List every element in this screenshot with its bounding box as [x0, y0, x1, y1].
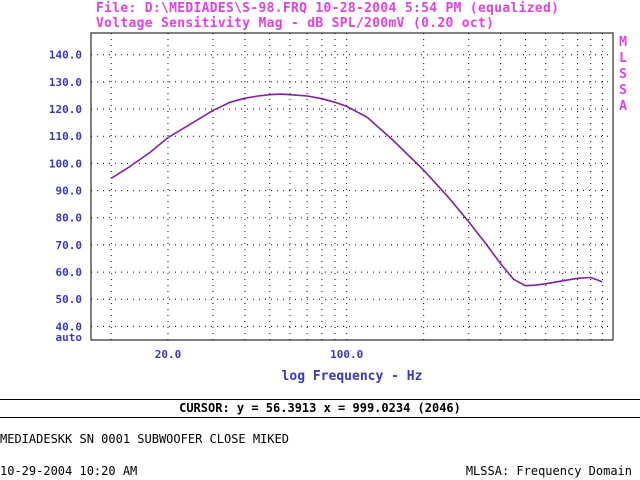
y-tick-label: 60.0 — [56, 266, 83, 279]
y-tick-label: 100.0 — [49, 157, 82, 170]
y-tick-label: 120.0 — [49, 103, 82, 116]
side-label-letter: A — [619, 99, 627, 114]
y-tick-label: 130.0 — [49, 76, 82, 89]
side-label-letter: L — [619, 51, 627, 66]
y-tick-label: 90.0 — [56, 185, 83, 198]
device-description: MEDIADESKK SN 0001 SUBWOOFER CLOSE MIKED — [0, 432, 289, 446]
grid — [91, 33, 613, 340]
side-label-letter: S — [619, 67, 627, 82]
divider-bottom — [0, 417, 640, 418]
plot-frame — [90, 32, 614, 341]
measurement-title: Voltage Sensitivity Mag - dB SPL/200mV (… — [96, 16, 495, 31]
x-tick-labels: 20.0 100.0 — [155, 348, 364, 361]
cursor-readout: CURSOR: y = 56.3913 x = 999.0234 (2046) — [179, 401, 461, 415]
y-tick-label: 70.0 — [56, 239, 83, 252]
y-tick-label: 50.0 — [56, 293, 83, 306]
file-title: File: D:\MEDIADES\S-98.FRQ 10-28-2004 5:… — [96, 1, 560, 16]
divider-top — [0, 399, 640, 400]
y-auto-label: auto — [56, 331, 83, 344]
x-tick-label: 100.0 — [330, 348, 363, 361]
y-tick-labels: 140.0 130.0 120.0 110.0 100.0 90.0 80.0 70.0 60.… — [49, 49, 82, 344]
y-tick-label: 80.0 — [56, 212, 83, 225]
y-tick-label: 140.0 — [49, 49, 82, 62]
series-line — [110, 93, 603, 287]
timestamp: 10-29-2004 10:20 AM — [0, 464, 138, 478]
domain-mode: MLSSA: Frequency Domain — [465, 464, 632, 478]
side-label-letter: M — [619, 35, 627, 50]
x-tick-label: 20.0 — [155, 348, 182, 361]
x-axis-label: log Frequency - Hz — [282, 369, 423, 384]
y-tick-label: 110.0 — [49, 130, 82, 143]
frequency-response-chart: 140.0 130.0 120.0 110.0 100.0 90.0 80.0 70.0 60.… — [49, 32, 614, 384]
y-tick-label: 40.0 — [56, 320, 83, 333]
side-label-letter: S — [619, 83, 627, 98]
